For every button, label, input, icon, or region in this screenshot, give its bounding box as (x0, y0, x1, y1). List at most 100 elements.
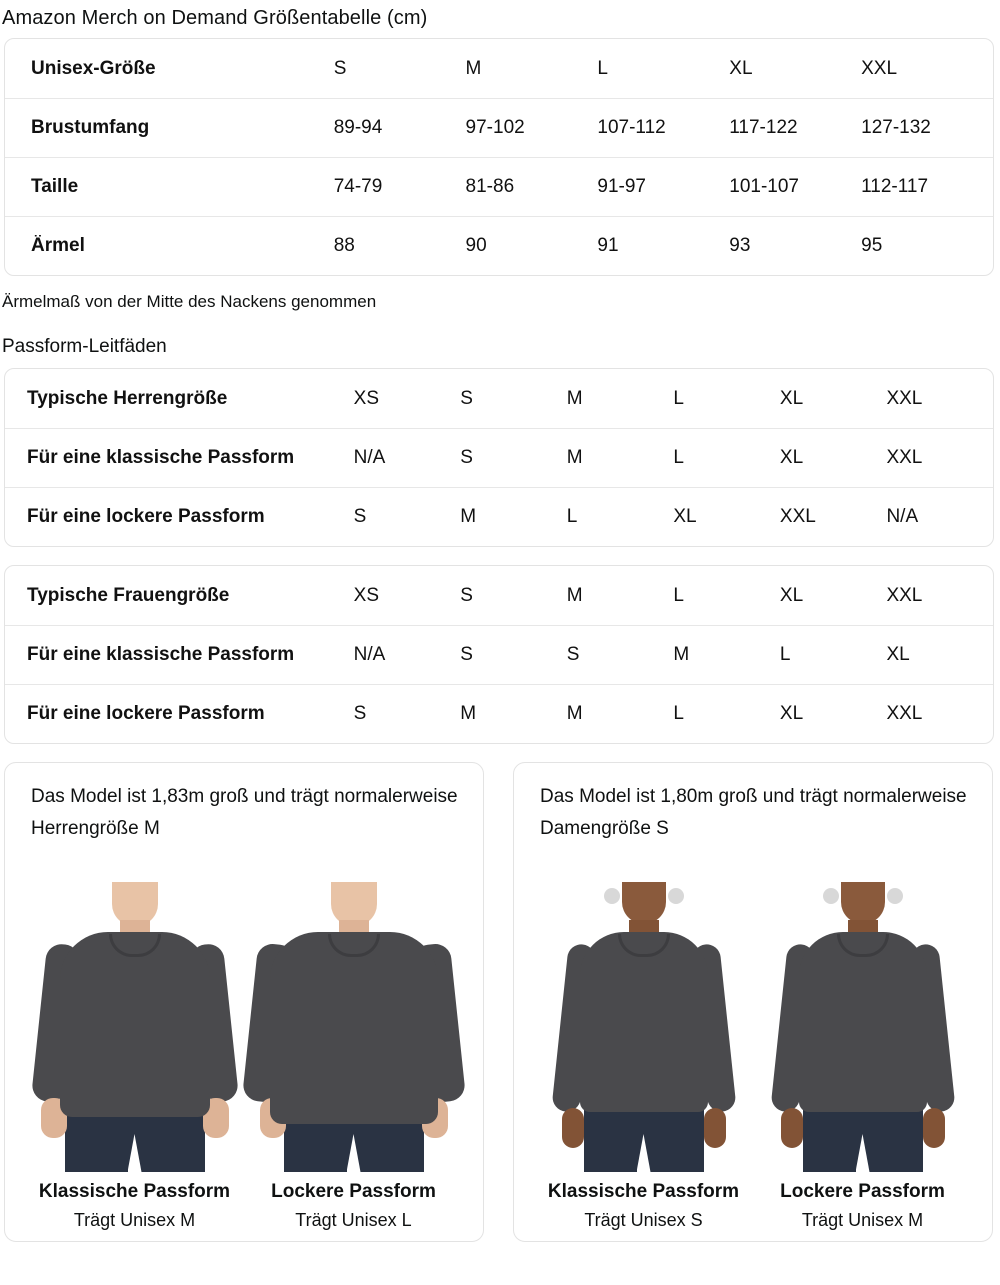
size-header: XS (353, 387, 379, 409)
size-header: L (673, 584, 684, 606)
cell-value: M (566, 703, 583, 724)
row-label: Für eine klassische Passform (27, 447, 295, 468)
size-header: M (566, 387, 583, 409)
fit-guides-heading: Passform-Leitfäden (2, 336, 167, 357)
figure-loose-fit: Lockere Passform Trägt Unisex L (241, 882, 466, 1231)
wears-size: Trägt Unisex S (584, 1210, 703, 1230)
cell-value: 101-107 (729, 176, 799, 197)
head-shape (330, 882, 377, 926)
cell-value: XL (779, 703, 804, 724)
cell-value: M (566, 447, 583, 468)
sleeve-measurement-note: Ärmelmaß von der Mitte des Nackens genom… (2, 292, 377, 311)
hand-left-shape (561, 1108, 584, 1148)
size-header: XXL (886, 584, 923, 606)
shirt-shape (269, 932, 438, 1124)
cell-value: 107-112 (597, 117, 666, 138)
cell-value: XL (886, 644, 910, 665)
size-header: M (566, 584, 583, 606)
hair-left-shape (603, 888, 620, 904)
size-chart-page: Amazon Merch on Demand Größentabelle (cm… (0, 0, 1000, 1242)
cell-value: 89-94 (333, 117, 383, 138)
table-header-row: Unisex-Größe S M L XL XXL (5, 39, 993, 98)
cell-value: N/A (353, 644, 386, 665)
cell-value: N/A (886, 506, 919, 527)
cell-value: XXL (886, 447, 923, 468)
figure-classic-fit: Klassische Passform Trägt Unisex M (30, 882, 240, 1231)
model-figures: Klassische Passform Trägt Unisex M (25, 847, 466, 1231)
header-label: Typische Herrengröße (27, 387, 228, 409)
female-model-card: Das Model ist 1,80m groß und trägt norma… (513, 762, 993, 1242)
size-header-l: L (597, 57, 608, 79)
female-loose-fit-photo (763, 882, 963, 1172)
cell-value: M (673, 644, 690, 665)
table-row: Brustumfang 89-94 97-102 107-112 117-122… (5, 98, 993, 157)
row-label: Für eine klassische Passform (27, 644, 295, 665)
cell-value: L (566, 506, 578, 527)
cell-value: 91-97 (597, 176, 647, 197)
jeans-shape (583, 1102, 704, 1172)
figure-classic-fit: Klassische Passform Trägt Unisex S (539, 882, 749, 1231)
table-row: Für eine lockere Passform S M L XL XXL N… (5, 487, 993, 546)
measurements-table: Unisex-Größe S M L XL XXL Brustumfang 89… (4, 38, 994, 276)
cell-value: L (673, 703, 684, 724)
table-header-row: Typische Frauengröße XS S M L XL XXL (5, 566, 993, 625)
cell-value: S (353, 506, 367, 527)
cell-value: 91 (597, 235, 619, 256)
shirt-shape (59, 932, 210, 1117)
table-header-row: Typische Herrengröße XS S M L XL XXL (5, 369, 993, 428)
cell-value: 90 (465, 235, 487, 256)
table-row: Ärmel 88 90 91 93 95 (5, 216, 993, 275)
table-row: Für eine klassische Passform N/A S M L X… (5, 428, 993, 487)
cell-value: 93 (729, 235, 751, 256)
model-cards-container: Das Model ist 1,83m groß und trägt norma… (4, 762, 994, 1242)
head-shape (621, 882, 666, 924)
shirt-shape (579, 932, 708, 1112)
table-row: Taille 74-79 81-86 91-97 101-107 112-117 (5, 157, 993, 216)
table-row: Für eine klassische Passform N/A S S M L… (5, 625, 993, 684)
wears-size: Trägt Unisex M (73, 1210, 196, 1230)
head-shape (111, 882, 158, 926)
jeans-shape (64, 1110, 205, 1172)
size-header: XL (779, 387, 804, 409)
cell-value: XL (673, 506, 697, 527)
cell-value: 127-132 (861, 117, 931, 138)
size-header: XS (353, 584, 379, 606)
model-figures: Klassische Passform Trägt Unisex S (534, 847, 972, 1231)
cell-value: S (353, 703, 367, 724)
row-label: Brustumfang (31, 117, 150, 138)
head-shape (840, 882, 885, 924)
fit-name: Lockere Passform (780, 1181, 945, 1202)
table-row: Für eine lockere Passform S M M L XL XXL (5, 684, 993, 743)
male-classic-fit-photo (30, 882, 239, 1172)
header-label: Typische Frauengröße (27, 584, 230, 606)
model-description: Das Model ist 1,83m groß und trägt norma… (31, 786, 458, 839)
cell-value: XL (779, 447, 804, 468)
cell-value: 112-117 (861, 176, 929, 197)
hand-left-shape (780, 1108, 803, 1148)
cell-value: L (779, 644, 791, 665)
cell-value: 74-79 (333, 176, 383, 197)
cell-value: 97-102 (465, 117, 525, 138)
size-header: XXL (886, 387, 923, 409)
cell-value: 81-86 (465, 176, 515, 197)
cell-value: 95 (861, 235, 883, 256)
shirt-shape (798, 932, 927, 1112)
wears-size: Trägt Unisex L (295, 1210, 412, 1230)
size-header: L (673, 387, 684, 409)
header-label: Unisex-Größe (31, 57, 156, 79)
model-description: Das Model ist 1,80m groß und trägt norma… (540, 786, 967, 839)
hand-right-shape (922, 1108, 945, 1148)
female-classic-fit-photo (544, 882, 744, 1172)
row-label: Ärmel (31, 235, 85, 256)
size-header-s: S (333, 57, 347, 79)
jeans-shape (802, 1102, 923, 1172)
wears-size: Trägt Unisex M (801, 1210, 924, 1230)
table-gap-spacer (0, 547, 1000, 559)
cell-value: S (566, 644, 580, 665)
row-label: Taille (31, 176, 79, 197)
fit-name: Klassische Passform (547, 1181, 740, 1202)
cell-value: M (460, 703, 477, 724)
size-header-xl: XL (729, 57, 753, 79)
cell-value: L (673, 447, 684, 468)
size-header: XL (779, 584, 804, 606)
